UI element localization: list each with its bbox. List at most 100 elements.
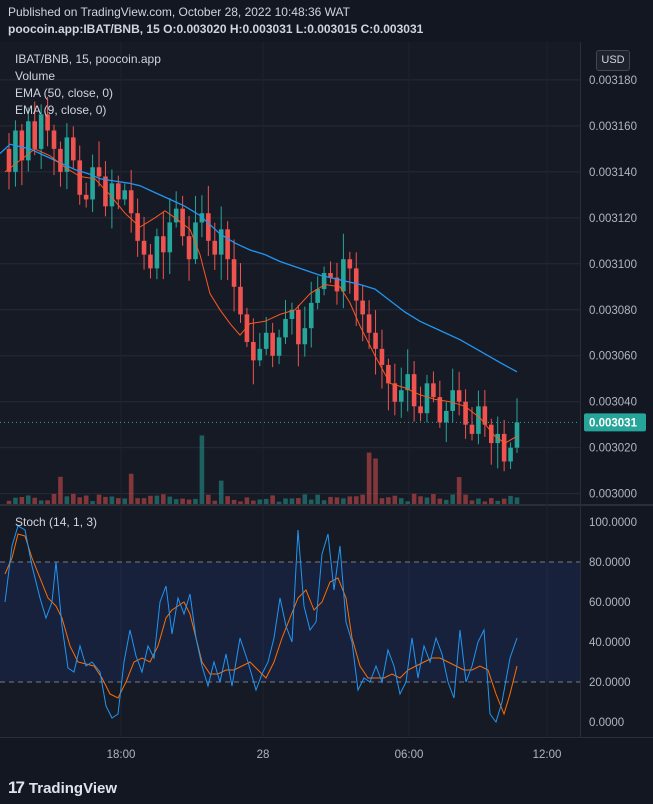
candle-body	[263, 332, 269, 349]
volume-bar	[386, 497, 391, 504]
volume-bar	[353, 496, 359, 504]
volume-bar	[13, 497, 18, 504]
candle-body	[180, 208, 185, 237]
tradingview-mark-icon: 17	[8, 778, 25, 797]
last-price-label: 0.003031	[589, 417, 638, 429]
candle-body	[443, 410, 449, 423]
candle-body	[482, 406, 488, 425]
volume-bar	[244, 497, 250, 504]
candle-body	[289, 309, 295, 319]
volume-bar	[206, 494, 211, 504]
volume-bar	[276, 501, 282, 504]
volume-bar	[398, 498, 404, 504]
volume-bar	[83, 495, 89, 504]
candle-body	[456, 390, 462, 402]
volume-bar	[302, 494, 308, 504]
currency-button[interactable]: USD	[596, 50, 630, 71]
time-tick-label: 06:00	[395, 749, 424, 761]
volume-bar	[392, 495, 398, 504]
candle-body	[218, 229, 224, 255]
volume-bar	[341, 498, 346, 504]
volume-bar	[495, 500, 501, 504]
stoch-k-line	[4, 525, 518, 724]
candle-body	[161, 236, 166, 253]
candle-body	[276, 337, 282, 356]
candle-body	[212, 240, 218, 255]
volume-bar	[109, 496, 115, 504]
tradingview-logo[interactable]: 17 TradingView	[8, 777, 117, 799]
volume-bar	[431, 494, 436, 504]
candle-body	[437, 397, 443, 423]
legend-title: IBAT/BNB, 15, poocoin.app	[15, 52, 161, 66]
time-tick-label: 18:00	[107, 749, 136, 761]
candle-body	[154, 236, 160, 269]
candle-body	[64, 137, 70, 172]
candle-body	[148, 254, 153, 269]
candle-body	[238, 286, 243, 315]
volume-bar	[469, 500, 475, 504]
volume-bar	[122, 498, 128, 504]
volume-bar	[321, 500, 327, 504]
candle-body	[51, 130, 57, 149]
volume-bar	[514, 497, 520, 504]
volume-bar	[476, 498, 481, 504]
candle-body	[321, 273, 327, 290]
candle-body	[19, 130, 25, 161]
chart-canvas[interactable]: 0.003180 0.003160 0.003140 0.003120 0.003100…	[0, 42, 653, 772]
volume-bar	[508, 495, 513, 504]
candle-body	[83, 194, 89, 200]
volume-bar	[424, 497, 430, 504]
candle-body	[424, 383, 430, 414]
price-tick-label: 0.003100	[589, 259, 637, 271]
volume-bar	[173, 499, 179, 504]
volume-bar	[96, 494, 102, 504]
candle-body	[334, 277, 340, 292]
volume-bar	[263, 498, 269, 504]
volume-bar	[289, 498, 295, 504]
volume-bar	[482, 501, 488, 504]
candle-body	[366, 314, 372, 333]
last-price-tag	[584, 413, 646, 432]
time-tick-label: 12:00	[533, 749, 562, 761]
volume-bar	[6, 500, 12, 504]
candle-body	[405, 374, 410, 391]
volume-bar	[154, 495, 160, 504]
volume-bar	[308, 499, 314, 504]
candle-body	[251, 341, 256, 361]
candle-body	[476, 406, 481, 434]
volume-bar	[443, 499, 449, 504]
candle-body	[90, 167, 95, 200]
candle-body	[315, 289, 320, 303]
symbol-ohlc-line: poocoin.app:IBAT/BNB, 15 O:0.003020 H:0.…	[8, 22, 424, 36]
candle-body	[514, 422, 520, 448]
candle-body	[173, 208, 179, 223]
candle-body	[77, 160, 83, 195]
price-tick-label: 0.003140	[589, 167, 637, 179]
price-tick-label: 0.003080	[589, 305, 637, 317]
chart-header: Published on TradingView.com, October 28…	[0, 0, 653, 42]
candle-body	[25, 121, 31, 161]
volume-bar	[238, 501, 243, 504]
candle-body	[206, 213, 211, 241]
candle-body	[353, 268, 359, 301]
candle-body	[128, 190, 134, 214]
candle-body	[6, 148, 12, 172]
published-line: Published on TradingView.com, October 28…	[8, 5, 350, 19]
tradingview-wordmark: TradingView	[28, 779, 118, 797]
candle-body	[58, 148, 63, 172]
candle-body	[488, 424, 494, 444]
candle-body	[270, 332, 275, 356]
candle-body	[141, 240, 147, 255]
price-tick-label: 0.003160	[589, 121, 637, 133]
volume-bar	[257, 499, 263, 504]
candle-body	[431, 383, 436, 398]
candle-body	[469, 424, 475, 434]
stoch-tick-label: 0.0000	[589, 717, 624, 729]
stoch-tick-label: 60.0000	[589, 597, 631, 609]
price-tick-label: 0.003060	[589, 351, 637, 363]
volume-bar	[45, 500, 50, 504]
volume-bar	[58, 476, 63, 504]
price-tick-label: 0.003000	[589, 489, 637, 501]
chart-area[interactable]: 0.003180 0.003160 0.003140 0.003120 0.003100…	[0, 42, 653, 772]
volume-bar	[379, 498, 385, 504]
